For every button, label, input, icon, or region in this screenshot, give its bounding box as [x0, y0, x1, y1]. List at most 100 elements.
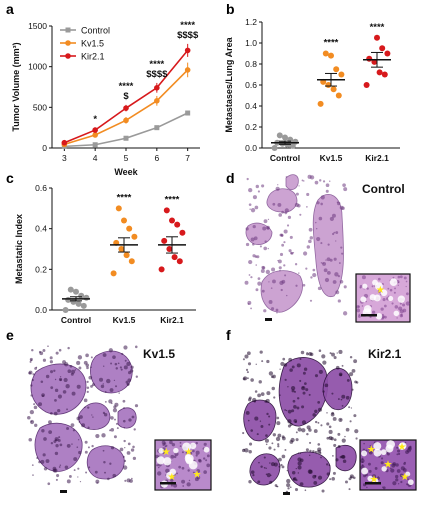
alveolar-space: [373, 448, 382, 457]
tissue-texture: [270, 474, 272, 476]
tissue-texture: [374, 467, 378, 470]
alveolar-space: [182, 442, 192, 452]
tissue-texture: [103, 365, 105, 367]
data-point: [110, 270, 117, 277]
tissue-texture: [123, 407, 125, 409]
y-tick-label: 0.8: [245, 59, 257, 69]
tissue-texture: [54, 378, 57, 381]
data-point: [67, 286, 74, 293]
tissue-texture: [322, 390, 325, 393]
tissue-texture: [348, 406, 351, 409]
tissue-texture: [402, 308, 407, 313]
tissue-texture: [134, 345, 138, 349]
alveolar-space: [397, 295, 406, 303]
significance-label: ****: [165, 194, 180, 205]
tissue-texture: [301, 420, 307, 425]
legend-marker: [65, 27, 71, 33]
data-point: [131, 233, 138, 240]
tissue-texture: [302, 283, 306, 287]
tissue-texture: [309, 236, 314, 240]
tissue-texture: [278, 213, 283, 217]
tissue-texture: [129, 479, 133, 483]
tissue-texture: [102, 383, 104, 385]
legend-label: Kir2.1: [81, 52, 105, 62]
micrograph-kv15: Kv1.5 ★ ★ ★ ★: [27, 345, 212, 493]
tissue-texture: [294, 488, 299, 492]
tissue-texture: [255, 288, 259, 292]
tissue-texture: [308, 393, 311, 396]
tissue-texture: [43, 467, 48, 471]
significance-label: ****: [149, 59, 164, 70]
panel-letter-b: b: [226, 1, 235, 17]
tissue-texture: [196, 475, 201, 480]
tissue-texture: [275, 308, 279, 312]
star-marker: ★: [384, 460, 393, 471]
tissue-texture: [132, 445, 135, 449]
tissue-texture: [361, 305, 364, 307]
tissue-texture: [269, 462, 271, 464]
tissue-texture: [185, 451, 188, 454]
micrograph-title-control: Control: [362, 182, 405, 196]
tissue-texture: [369, 445, 371, 447]
tissue-texture: [84, 450, 88, 454]
tissue-texture: [333, 231, 336, 234]
tissue-texture: [282, 436, 286, 441]
tissue-texture: [401, 315, 403, 317]
tissue-texture: [320, 424, 323, 427]
tissue-texture: [54, 451, 59, 456]
tissue-texture: [303, 251, 308, 256]
tissue-texture: [119, 366, 122, 369]
tissue-texture: [106, 378, 111, 384]
data-point: [179, 229, 186, 236]
tissue-texture: [304, 489, 307, 492]
alveolar-space: [386, 440, 395, 449]
tissue-texture: [321, 489, 325, 493]
tissue-texture: [257, 480, 261, 484]
data-point: [185, 110, 191, 116]
lung-lobe: [322, 368, 353, 411]
tissue-texture: [333, 356, 337, 360]
tissue-texture: [344, 435, 346, 438]
tissue-texture: [291, 409, 295, 413]
tissue-texture: [250, 208, 256, 213]
alveolar-space: [389, 278, 398, 287]
tissue-texture: [192, 471, 195, 474]
data-point: [384, 50, 391, 57]
tissue-texture: [86, 366, 89, 370]
tissue-texture: [315, 221, 317, 224]
tissue-texture: [284, 208, 289, 213]
data-point: [174, 221, 181, 228]
tissue-texture: [124, 479, 127, 482]
tissue-texture: [276, 421, 281, 426]
tissue-texture: [264, 399, 268, 403]
alveolar-space: [361, 467, 369, 475]
tissue-texture: [309, 175, 315, 180]
tissue-texture: [305, 267, 308, 270]
tissue-texture: [272, 279, 276, 284]
tissue-texture: [326, 412, 328, 414]
tissue-texture: [380, 307, 384, 311]
tissue-texture: [189, 452, 193, 455]
alveolar-space: [380, 289, 388, 297]
tissue-texture: [259, 245, 262, 248]
tissue-texture: [271, 267, 276, 272]
alveolar-space: [399, 442, 407, 450]
tissue-texture: [135, 375, 138, 378]
legend-label: Kv1.5: [81, 39, 104, 49]
tissue-texture: [203, 470, 207, 474]
tissue-texture: [338, 372, 343, 377]
tissue-texture: [124, 359, 127, 362]
tissue-texture: [391, 302, 394, 305]
tissue-texture: [257, 393, 261, 398]
tissue-texture: [134, 404, 139, 408]
x-tick-label: Kir2.1: [160, 315, 184, 325]
tissue-texture: [38, 402, 43, 407]
significance-label: ****: [324, 38, 339, 49]
x-tick-label: 3: [62, 153, 67, 163]
tissue-texture: [76, 360, 81, 366]
tissue-texture: [354, 380, 358, 384]
tissue-texture: [353, 359, 358, 364]
tissue-texture: [397, 281, 400, 283]
tissue-texture: [395, 463, 399, 467]
alveolar-space: [361, 450, 368, 457]
